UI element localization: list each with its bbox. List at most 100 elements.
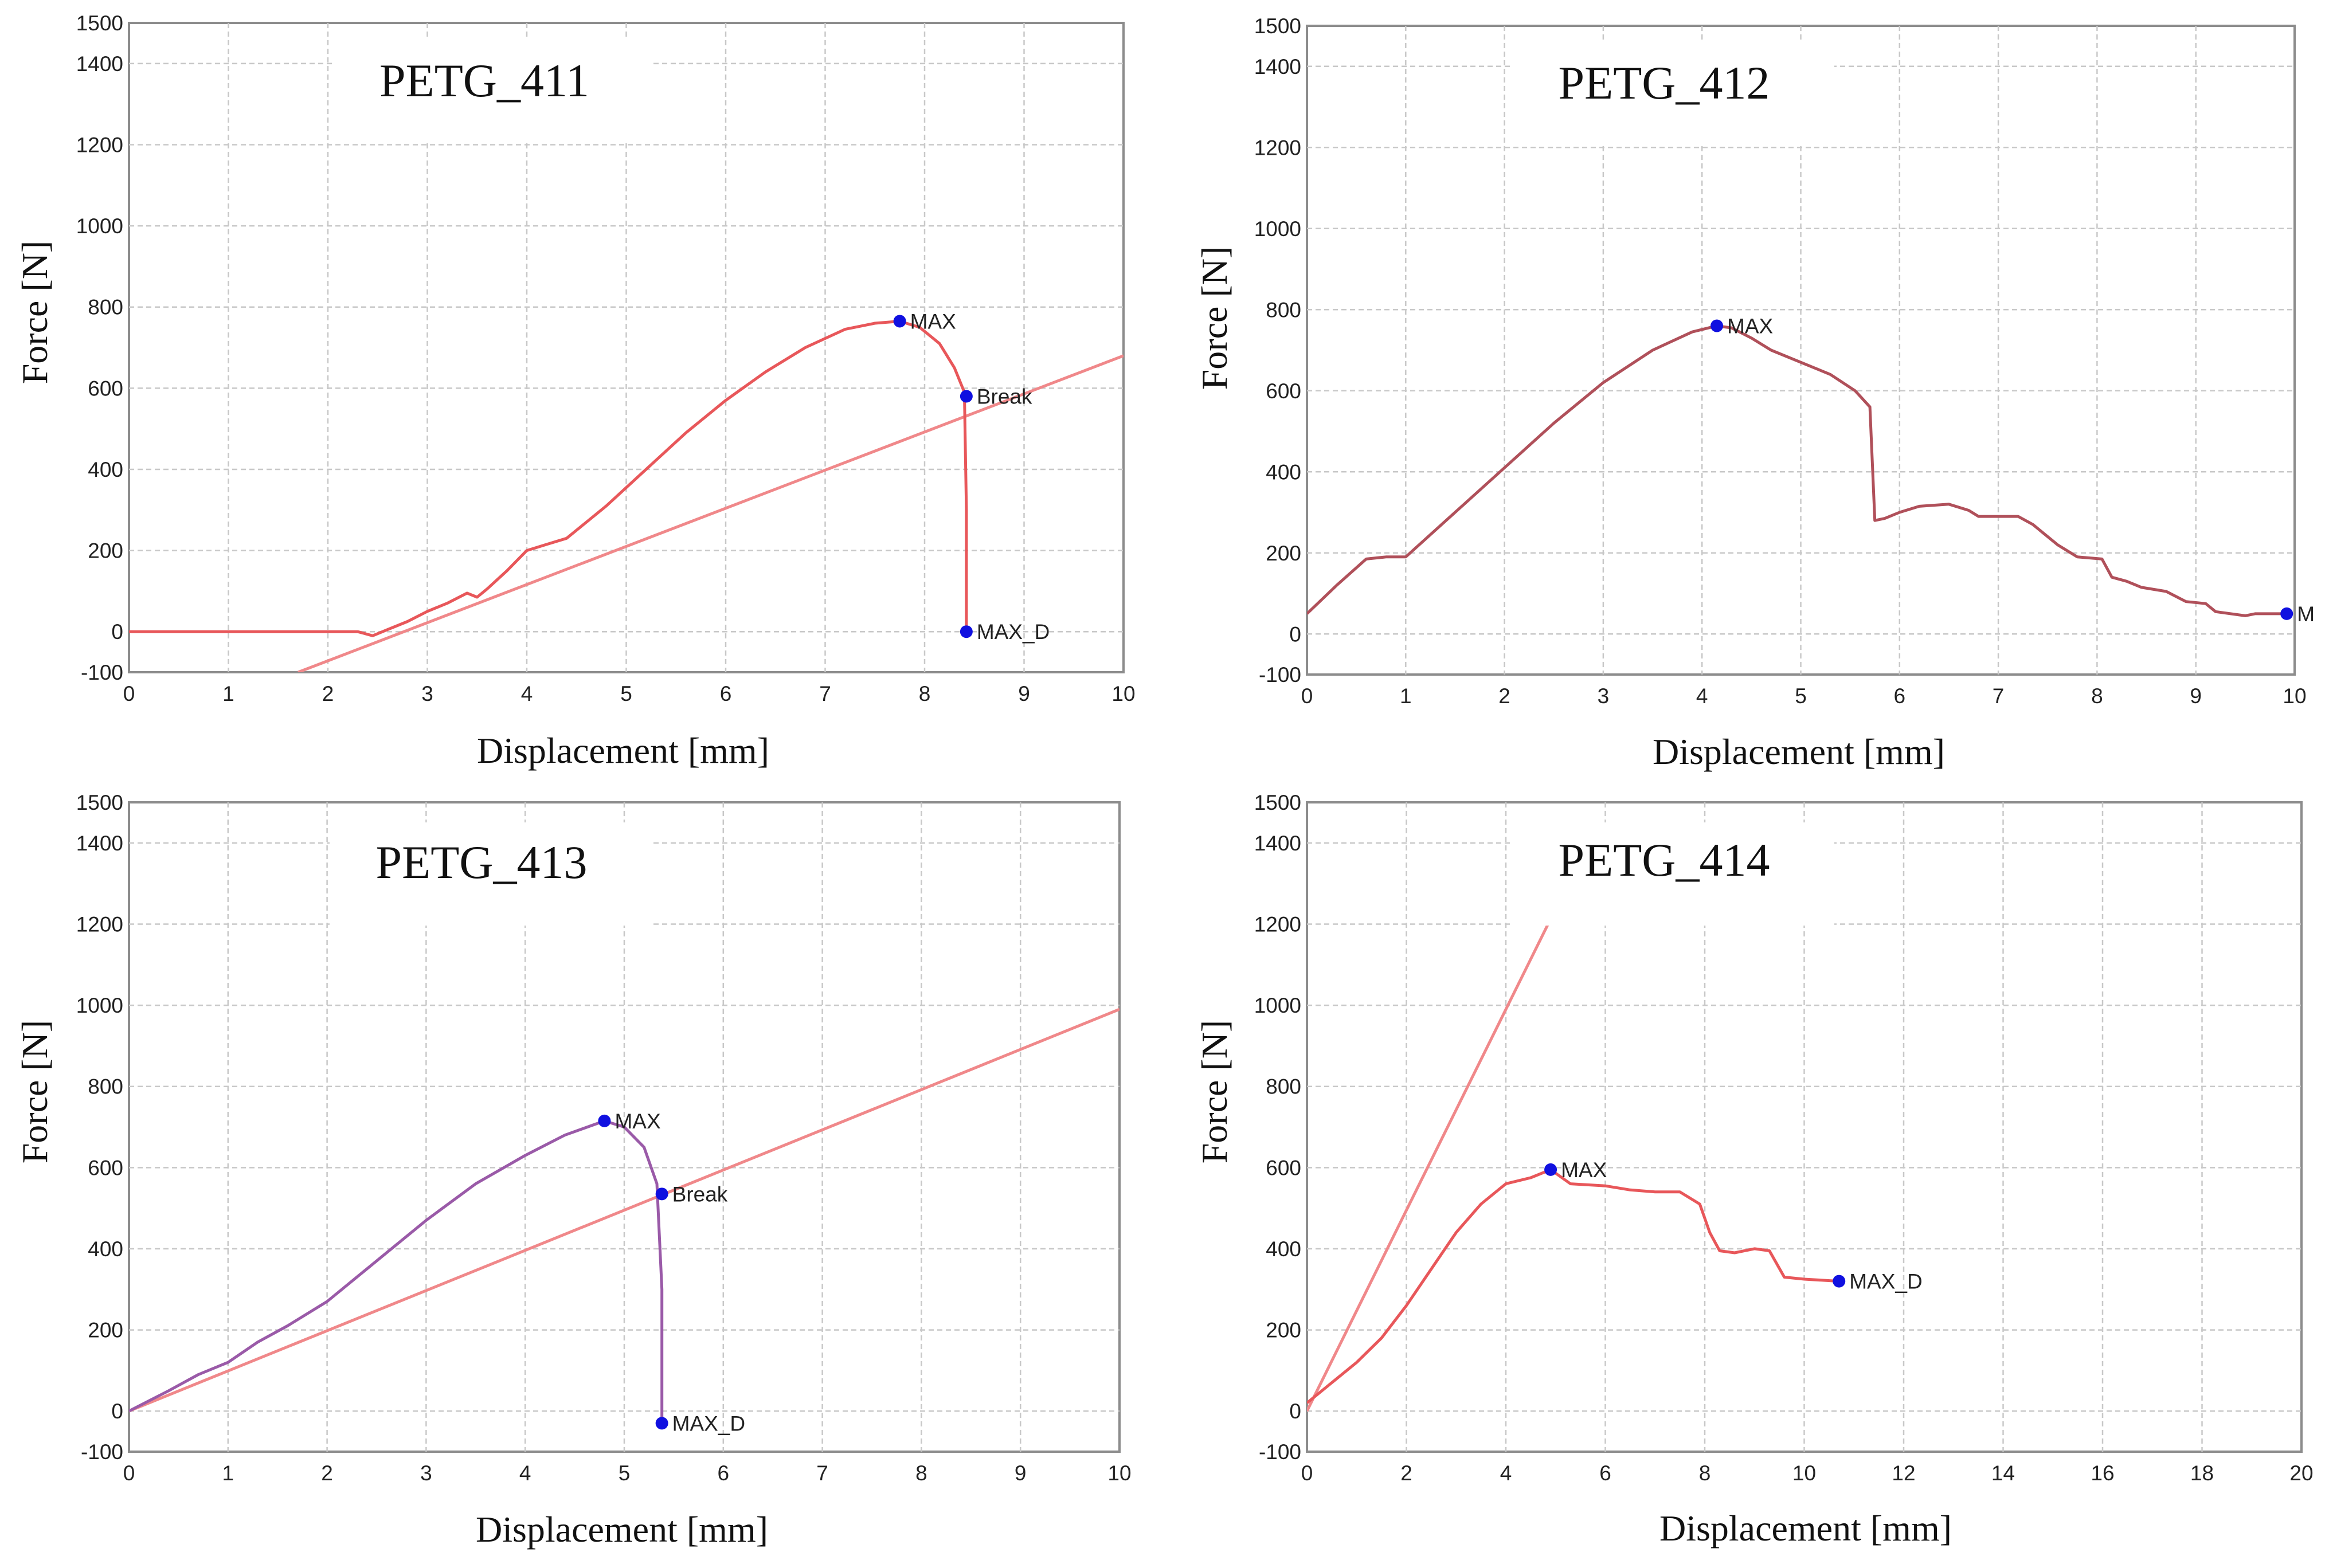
- y-tick-label: 800: [88, 296, 123, 319]
- x-tick-label: 7: [816, 1461, 828, 1485]
- marker-label: MAX_D: [977, 620, 1050, 644]
- y-tick-label: 1400: [76, 832, 123, 855]
- force-curve: [1307, 324, 2287, 617]
- marker-point: [2280, 607, 2293, 620]
- y-axis-label: Force [N]: [1194, 1020, 1235, 1164]
- x-tick-label: 12: [1892, 1461, 1915, 1485]
- y-tick-label: 200: [1266, 1319, 1301, 1342]
- reference-line: [298, 354, 1124, 672]
- title-box: [1513, 822, 1834, 926]
- y-tick-label: 600: [88, 377, 123, 400]
- x-tick-label: 9: [2190, 684, 2202, 708]
- marker-point: [893, 315, 906, 328]
- series: [129, 320, 1124, 672]
- title-box: [330, 822, 651, 926]
- series: [129, 1008, 1120, 1424]
- marker-point: [960, 625, 973, 638]
- chart-title: PETG_411: [379, 54, 589, 107]
- y-tick-label: 200: [88, 1319, 123, 1342]
- chart-title: PETG_414: [1559, 834, 1770, 886]
- y-tick-labels: -100 0 200 400 600 800 1000 1200 1400 1500: [76, 11, 123, 684]
- y-tick-label: 0: [111, 1400, 123, 1423]
- x-tick-label: 6: [718, 1461, 730, 1485]
- marker-label: MAX: [1727, 315, 1773, 338]
- y-tick-label: 1500: [1254, 791, 1301, 814]
- x-tick-label: 8: [2091, 684, 2103, 708]
- reference-line: [1307, 923, 1549, 1412]
- marker-label: MAX: [1561, 1158, 1607, 1182]
- y-tick-label: 1400: [1254, 55, 1301, 79]
- marker-label: MAX_D: [672, 1412, 745, 1435]
- marker-label: Break: [672, 1182, 728, 1206]
- x-tick-label: 8: [1699, 1461, 1711, 1485]
- series: [1307, 324, 2287, 617]
- y-tick-label: 600: [88, 1156, 123, 1179]
- y-tick-label: 0: [1289, 622, 1301, 646]
- x-tick-labels: 0 1 2 3 4 5 6 7 8 9 10: [123, 1461, 1132, 1485]
- y-axis-label: Force [N]: [1194, 246, 1235, 390]
- y-axis-label: Force [N]: [14, 1020, 55, 1164]
- marker-label: MAX_D: [1849, 1270, 1922, 1293]
- y-tick-label: 800: [1266, 1075, 1301, 1099]
- y-tick-label: 1400: [1254, 832, 1301, 855]
- y-tick-label: 0: [1289, 1400, 1301, 1423]
- x-tick-label: 2: [1498, 684, 1510, 708]
- markers: MAX MAX_D: [1544, 1158, 1923, 1293]
- x-tick-label: 3: [1598, 684, 1610, 708]
- marker-point: [960, 390, 973, 403]
- x-tick-label: 5: [620, 682, 632, 705]
- y-tick-label: 0: [111, 620, 123, 644]
- y-tick-label: 400: [1266, 1237, 1301, 1261]
- x-tick-label: 6: [1599, 1461, 1611, 1485]
- x-tick-label: 7: [1993, 684, 2005, 708]
- y-tick-label: 1400: [76, 52, 123, 76]
- x-tick-label: 10: [1107, 1461, 1131, 1485]
- reference-line: [129, 1008, 1120, 1413]
- x-tick-label: 1: [1400, 684, 1412, 708]
- y-tick-label: -100: [81, 1440, 123, 1464]
- x-tick-label: 0: [1301, 1461, 1313, 1485]
- y-tick-label: 1500: [76, 791, 123, 814]
- y-tick-label: 1200: [76, 912, 123, 936]
- x-tick-label: 6: [1894, 684, 1906, 708]
- y-tick-label: -100: [81, 661, 123, 684]
- markers: MAX Break MAX_D: [893, 309, 1050, 644]
- x-tick-label: 5: [619, 1461, 631, 1485]
- x-tick-label: 14: [1991, 1461, 2015, 1485]
- x-tick-label: 8: [919, 682, 931, 705]
- x-tick-label: 2: [1400, 1461, 1412, 1485]
- y-tick-label: -100: [1259, 663, 1301, 687]
- title-box: [1513, 43, 1834, 146]
- y-tick-label: 1000: [1254, 994, 1301, 1017]
- x-tick-label: 1: [222, 1461, 234, 1485]
- y-tick-label: 400: [88, 458, 123, 481]
- x-tick-label: 20: [2289, 1461, 2313, 1485]
- x-tick-label: 3: [420, 1461, 432, 1485]
- x-tick-label: 5: [1795, 684, 1807, 708]
- y-tick-label: -100: [1259, 1440, 1301, 1464]
- force-curve: [1307, 1168, 1839, 1404]
- x-tick-label: 8: [915, 1461, 927, 1485]
- y-tick-label: 1000: [76, 994, 123, 1017]
- marker-point: [655, 1417, 668, 1430]
- series: [1307, 923, 1839, 1412]
- x-tick-label: 10: [2283, 684, 2306, 708]
- x-tick-labels: 0 1 2 3 4 5 6 7 8 9 10: [1301, 684, 2307, 708]
- x-tick-label: 0: [123, 682, 135, 705]
- markers: MAX Break MAX_D: [598, 1110, 745, 1435]
- x-axis-label: Displacement [mm]: [1659, 1508, 1952, 1549]
- y-tick-label: 400: [1266, 460, 1301, 484]
- y-tick-labels: -100 0 200 400 600 800 1000 1200 1400 1500: [1254, 14, 1301, 687]
- x-axis-label: Displacement [mm]: [1653, 731, 1945, 772]
- marker-label: MAX: [614, 1110, 660, 1133]
- marker-point: [1833, 1275, 1846, 1288]
- y-axis-label: Force [N]: [14, 241, 55, 385]
- y-tick-label: 1200: [1254, 912, 1301, 936]
- x-tick-label: 4: [1500, 1461, 1512, 1485]
- x-tick-label: 18: [2190, 1461, 2214, 1485]
